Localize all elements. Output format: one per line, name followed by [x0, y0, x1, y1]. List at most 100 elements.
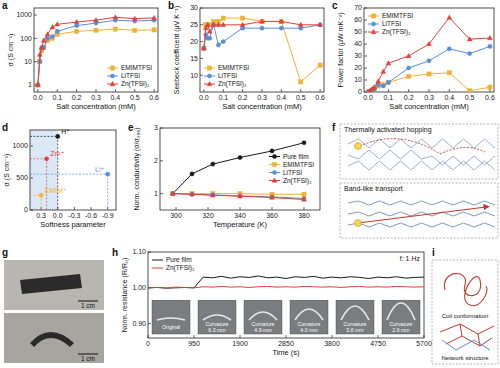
legend: Pure filmEMIMTFSILiTFSIZn(TFSI)₂: [269, 153, 314, 185]
y-tick-label: 3: [154, 124, 158, 131]
shaded-region: [30, 130, 58, 210]
data-point: [208, 36, 212, 40]
legend-swatch: [152, 260, 163, 261]
x-tick: [388, 89, 389, 92]
inset-film: [157, 318, 185, 320]
guide-line: [30, 136, 58, 137]
data-point: [318, 22, 323, 26]
data-point: [170, 191, 175, 195]
y-tick: [200, 75, 203, 76]
plot-frame: [34, 8, 158, 92]
polymer-chain: [348, 161, 495, 170]
inset-film: [295, 309, 323, 320]
data-point: [386, 80, 390, 84]
polymer-chain: [348, 201, 495, 205]
y-tick: [364, 80, 367, 81]
legend-label: Zn(TFSI)₂: [283, 177, 312, 185]
x-tick: [194, 335, 195, 338]
x-tick: [37, 89, 38, 92]
x-tick-label: 0.5: [465, 94, 475, 101]
data-point: [467, 37, 472, 41]
x-tick-label: 0.3: [91, 94, 101, 101]
chart: 0.30.0-0.3-0.6-0.905001000Softness param…: [3, 128, 116, 229]
legend-label: Zn(TFSI)₂: [382, 28, 411, 36]
legend-marker: [272, 170, 276, 174]
data-point: [211, 193, 215, 197]
inset-label: Curvature4.9 mm: [252, 321, 275, 333]
y-tick: [34, 61, 37, 62]
data-point: [238, 194, 242, 198]
y-axis-label: Power factor (μW mK⁻²): [337, 12, 345, 87]
y-tick-label: 1.00: [132, 284, 146, 291]
y-tick-label: 70: [354, 4, 362, 11]
data-point: [132, 16, 137, 20]
y-tick-label: 100: [20, 35, 32, 42]
data-point: [41, 38, 46, 42]
data-point: [94, 18, 99, 22]
x-tick: [96, 89, 97, 92]
panel-label: f: [332, 122, 336, 133]
panel-label: a: [2, 0, 8, 11]
panel-label: h: [112, 247, 118, 258]
series-line: [368, 73, 490, 92]
legend-label: LiTFSI: [382, 20, 401, 27]
data-point: [207, 29, 212, 33]
data-point: [298, 22, 303, 26]
y-tick: [364, 20, 367, 21]
legend-marker: [207, 82, 212, 86]
data-group: [366, 15, 493, 92]
data-point: [241, 16, 245, 20]
data-point: [36, 83, 40, 87]
y-tick-label: 1: [28, 81, 32, 88]
network: [442, 340, 490, 350]
y-tick-label: 25: [190, 21, 198, 28]
film: [30, 332, 74, 347]
data-group: [35, 15, 156, 87]
data-point: [427, 59, 431, 63]
inset-label: Curvature6.3 mm: [206, 321, 229, 333]
x-tick-label: 0.0: [363, 94, 373, 101]
x-tick-label: 300: [170, 212, 182, 219]
y-axis-label: Norm. conductivity (σ/σ₂₉₈): [133, 127, 141, 210]
y-tick-label: 40: [354, 40, 362, 47]
inset-photo: [244, 300, 282, 334]
y-tick: [34, 15, 37, 16]
x-tick-label: 5700: [416, 340, 432, 347]
x-tick-label: 0: [146, 340, 150, 347]
inset-label-line: 2.6 mm: [392, 327, 409, 333]
y-tick-label: 0.90: [132, 320, 146, 327]
series-line: [38, 20, 154, 85]
chart: 0.00.10.20.30.40.50.61101001000Salt conc…: [7, 8, 159, 111]
x-tick: [57, 89, 58, 92]
panel-label: d: [2, 122, 8, 133]
data-point: [202, 46, 206, 50]
data-point: [190, 172, 194, 176]
x-axis-label: Salt concentration (mM): [222, 102, 302, 111]
diagram-f: Thermally activated hoppingBand-like tra…: [340, 124, 498, 238]
y-tick-label: 1.10: [132, 248, 146, 255]
data-point: [238, 194, 243, 198]
y-tick: [160, 160, 163, 161]
data-point: [488, 85, 492, 89]
x-tick: [203, 89, 204, 92]
y-tick-label: 15: [190, 55, 198, 62]
y-tick-label: 0: [358, 88, 362, 95]
x-tick: [176, 207, 177, 210]
y-axis-label: σ (S cm⁻¹): [3, 154, 11, 187]
point-label: Li⁺: [95, 166, 104, 173]
x-tick-label: 0.0: [33, 94, 43, 101]
data-point: [240, 22, 245, 26]
y-tick-label: 10: [190, 72, 198, 79]
polymer-chain: [348, 139, 495, 148]
y-tick: [160, 193, 163, 194]
data-point: [221, 16, 225, 20]
inset-label-line: 6.3 mm: [208, 327, 225, 333]
diagram-label: Coil conformation: [442, 313, 489, 319]
data-point: [171, 192, 175, 196]
inset-label: Original: [162, 324, 180, 330]
sub-box: [340, 124, 498, 179]
x-tick: [223, 89, 224, 92]
diagram-i: Coil conformationNetwork structure: [432, 260, 498, 364]
carrier: [355, 220, 362, 227]
y-tick: [200, 24, 203, 25]
